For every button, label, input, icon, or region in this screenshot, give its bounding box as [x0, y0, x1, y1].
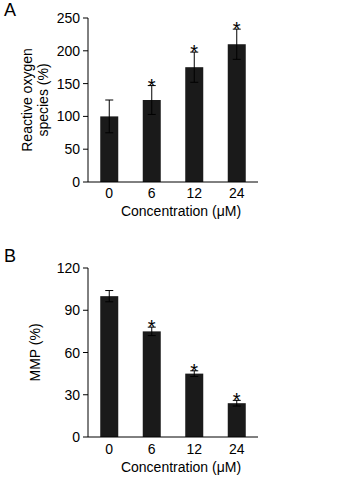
y-tick	[83, 182, 88, 183]
bar	[143, 331, 161, 437]
panel: B 0 30 60 90 120 * * * 0 6 12 24 Concentration (μM) MM…	[4, 246, 258, 475]
annotation: *	[190, 360, 198, 382]
error-bar	[105, 100, 113, 133]
annotation: *	[148, 75, 156, 97]
x-axis-label: Concentration (μM)	[121, 203, 241, 219]
y-axis-label: MMP (%)	[27, 323, 43, 381]
error-cap	[105, 301, 113, 302]
y-axis-label: Reactive oxygenspecies (%)	[19, 48, 51, 152]
annotation: *	[233, 18, 241, 40]
y-tick	[83, 310, 88, 311]
y-axis	[88, 18, 89, 182]
y-tick	[83, 149, 88, 150]
y-tick	[83, 116, 88, 117]
x-tick-label: 6	[148, 441, 156, 457]
y-tick-label: 50	[64, 141, 80, 157]
error-bar	[105, 291, 113, 302]
error-cap	[190, 82, 198, 83]
y-tick	[83, 50, 88, 51]
x-tick-label: 24	[229, 185, 245, 201]
annotation: *	[148, 316, 156, 338]
panel: A 0 50 100 150 200 250 * * * 0 6 12 24 Concentration (…	[4, 0, 258, 219]
x-tick-label: 12	[186, 185, 202, 201]
y-tick	[83, 352, 88, 353]
y-tick-label: 100	[57, 108, 81, 124]
y-tick	[83, 437, 88, 438]
figure: A 0 50 100 150 200 250 * * * 0 6 12 24 Concentration (…	[0, 0, 349, 500]
y-tick-label: 200	[57, 43, 81, 59]
x-tick-label: 6	[148, 185, 156, 201]
error-cap	[105, 100, 113, 101]
error-cap	[105, 290, 113, 291]
y-tick	[83, 18, 88, 19]
x-tick-label: 24	[229, 441, 245, 457]
y-axis-label-line: Reactive oxygen	[19, 48, 35, 152]
y-tick-label: 90	[64, 302, 80, 318]
y-tick-label: 0	[72, 174, 80, 190]
x-axis-label: Concentration (μM)	[121, 459, 241, 475]
bar	[185, 67, 203, 182]
x-tick-label: 0	[105, 441, 113, 457]
error-cap	[148, 114, 156, 115]
bar	[100, 296, 118, 437]
y-tick-label: 150	[57, 76, 81, 92]
y-tick	[83, 83, 88, 84]
y-tick-label: 250	[57, 10, 81, 26]
y-axis	[88, 268, 89, 437]
y-axis-label-line: species (%)	[35, 63, 51, 136]
annotation: *	[233, 389, 241, 411]
annotation: *	[190, 41, 198, 63]
y-tick-label: 0	[72, 429, 80, 445]
error-cap	[233, 59, 241, 60]
x-axis	[88, 182, 258, 183]
error-stem	[109, 100, 110, 133]
x-axis	[88, 437, 258, 438]
marks	[100, 291, 246, 437]
error-stem	[109, 291, 110, 302]
x-tick-label: 12	[186, 441, 202, 457]
bar	[185, 374, 203, 437]
error-cap	[105, 132, 113, 133]
y-tick-label: 120	[57, 260, 81, 276]
panel-label: A	[4, 0, 16, 20]
y-axis-label-line: MMP (%)	[27, 323, 43, 381]
y-tick-label: 30	[64, 387, 80, 403]
panel-label: B	[4, 246, 16, 266]
x-tick-label: 0	[105, 185, 113, 201]
y-tick	[83, 394, 88, 395]
marks	[100, 29, 246, 182]
y-tick-label: 60	[64, 345, 80, 361]
bar	[228, 44, 246, 182]
y-tick	[83, 268, 88, 269]
